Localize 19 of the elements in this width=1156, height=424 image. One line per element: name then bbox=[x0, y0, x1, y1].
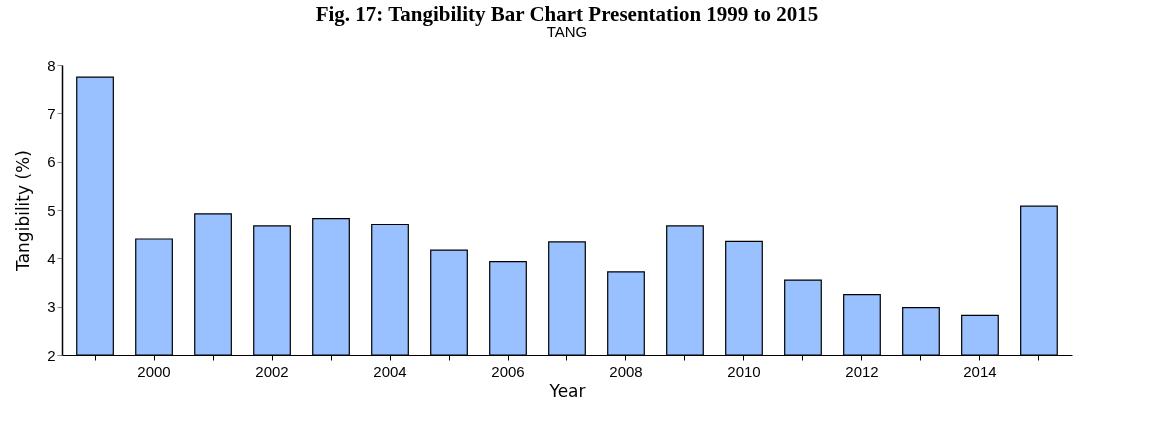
x-tick-label: 2006 bbox=[491, 362, 525, 380]
y-tick-label: 5 bbox=[47, 201, 56, 219]
y-tick-label: 8 bbox=[47, 56, 56, 74]
y-tick-label: 2 bbox=[47, 346, 56, 364]
chart-title: Fig. 17: Tangibility Bar Chart Presentation 1999 to 2015 bbox=[315, 2, 819, 26]
y-tick-label: 4 bbox=[47, 249, 56, 267]
y-tick-label: 3 bbox=[47, 298, 56, 316]
y-tick-label: 6 bbox=[47, 153, 56, 171]
y-tick-label: 7 bbox=[47, 104, 56, 122]
x-tick-label: 2000 bbox=[137, 362, 171, 380]
x-tick-label: 2004 bbox=[373, 362, 407, 380]
x-tick-label: 2002 bbox=[255, 362, 289, 380]
chart-subtitle: TANG bbox=[546, 23, 588, 40]
x-tick-label: 2012 bbox=[845, 362, 879, 380]
x-axis-title: Year bbox=[548, 380, 586, 401]
x-tick-label: 2010 bbox=[727, 362, 761, 380]
y-axis-title: Tangibility (%) bbox=[13, 150, 34, 272]
x-tick-label: 2008 bbox=[609, 362, 643, 380]
x-tick-label: 2014 bbox=[963, 362, 997, 380]
